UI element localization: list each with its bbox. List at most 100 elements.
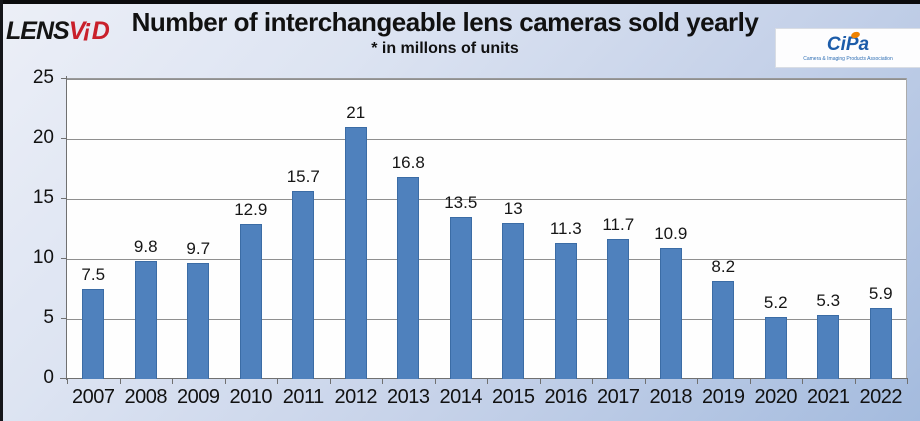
y-tick-20 [61,138,67,139]
bar-value-label-2013: 16.8 [391,153,425,173]
x-tick-label-2019: 2019 [702,386,745,408]
y-tick-10 [61,258,67,259]
x-tick-10 [592,379,593,384]
bar-2013 [397,177,420,379]
bar-value-label-2021: 5.3 [816,291,841,311]
y-tick-label-25: 25 [32,67,54,88]
bar-value-label-2007: 7.5 [81,265,106,284]
y-tick-label-10: 10 [32,247,54,268]
bar-2019 [712,280,735,379]
bar-value-label-2008: 9.8 [133,237,158,257]
y-tick-label-0: 0 [43,367,54,388]
lensvid-logo-i: ! [84,17,92,45]
x-tick-label-2013: 2013 [387,386,430,408]
y-tick-0 [61,378,67,379]
x-tick-3 [224,379,226,384]
cipa-tagline: Camera & Imaging Products Association [803,55,893,62]
bar-2010 [239,224,262,379]
bar-value-label-2011: 15.7 [286,166,320,186]
x-tick-label-2008: 2008 [124,386,168,408]
bar-2014 [449,217,472,379]
bar-value-label-2010: 12.9 [234,200,268,220]
x-tick-9 [539,379,541,384]
lensvid-logo-v: V [68,17,86,45]
cipa-logo: CiPa Camera & Imaging Products Associati… [775,28,920,68]
x-tick-15 [854,379,856,384]
x-tick-0 [67,379,68,384]
x-tick-6 [382,379,383,384]
lensvid-logo: LENSV!D [6,17,110,46]
x-tick-5 [329,379,331,384]
x-tick-12 [697,379,698,384]
plot-area: 7.5 9.8 9.7 12.9 15.7 21 16.8 13.5 13 11.3 11.7 10.… [67,78,907,379]
lensvid-logo-d: D [91,17,110,45]
bar-2008 [134,261,157,379]
x-tick-label-2007: 2007 [72,386,115,408]
cipa-wordmark: CiPa [826,33,870,55]
bar-2018 [659,248,682,379]
x-axis-line [60,378,908,379]
bar-value-label-2018: 10.9 [654,224,688,244]
page-title: Number of interchangeable lens cameras s… [131,7,759,37]
top-border [0,0,920,4]
page-subtitle: * in millons of units [371,39,519,57]
bar-2009 [187,262,210,379]
cipa-logo-text: CiPa [826,30,870,55]
bar-2007 [82,289,105,379]
gridline-5 [67,319,906,320]
x-tick-label-2012: 2012 [334,386,378,408]
x-tick-label-2010: 2010 [229,386,273,408]
bar-value-label-2019: 8.2 [711,256,736,276]
bar-value-label-2015: 13 [503,199,523,218]
lensvid-logo-lens: LENS [6,17,70,45]
x-tick-label-2016: 2016 [544,386,588,408]
x-tick-label-2014: 2014 [439,386,483,408]
y-tick-label-20: 20 [32,127,54,148]
x-tick-8 [487,379,488,384]
x-tick-14 [802,379,803,384]
x-tick-label-2015: 2015 [492,386,535,408]
y-axis-line [66,76,67,380]
y-tick-15 [61,198,67,199]
bar-2020 [764,316,787,379]
x-tick-16 [907,379,908,384]
bar-value-label-2009: 9.7 [186,238,211,258]
bar-value-label-2014: 13.5 [444,193,478,212]
x-tick-label-2017: 2017 [597,386,640,408]
y-tick-25 [61,78,67,79]
x-tick-13 [749,379,751,384]
gridline-25 [67,79,906,80]
x-tick-label-2011: 2011 [282,386,325,408]
bar-2022 [869,308,892,379]
x-tick-11 [644,379,646,384]
y-tick-label-15: 15 [32,187,54,208]
bar-value-label-2012: 21 [346,103,366,122]
y-tick-5 [61,318,67,319]
x-tick-2 [172,379,173,384]
bar-2017 [607,238,630,379]
left-border [0,0,3,421]
gridline-20 [67,139,906,140]
x-tick-label-2018: 2018 [649,386,693,408]
y-tick-label-5: 5 [43,307,54,328]
x-tick-1 [119,379,121,384]
x-tick-7 [434,379,436,384]
bar-value-label-2016: 11.3 [549,219,582,239]
gridline-15 [67,199,906,200]
title-block: Number of interchangeable lens cameras s… [90,8,800,58]
x-tick-4 [277,379,278,384]
bar-value-label-2020: 5.2 [763,292,788,312]
bar-2011 [292,190,315,379]
x-tick-label-2020: 2020 [754,386,798,408]
bar-value-label-2017: 11.7 [602,214,635,234]
gridline-10 [67,259,906,260]
x-tick-label-2021: 2021 [807,386,850,408]
bar-value-label-2022: 5.9 [868,284,893,304]
bar-2016 [554,243,577,379]
bar-2015 [502,223,525,379]
bar-2021 [817,315,840,379]
x-tick-label-2009: 2009 [177,386,220,408]
x-tick-label-2022: 2022 [859,386,903,408]
bar-2012 [344,127,367,379]
